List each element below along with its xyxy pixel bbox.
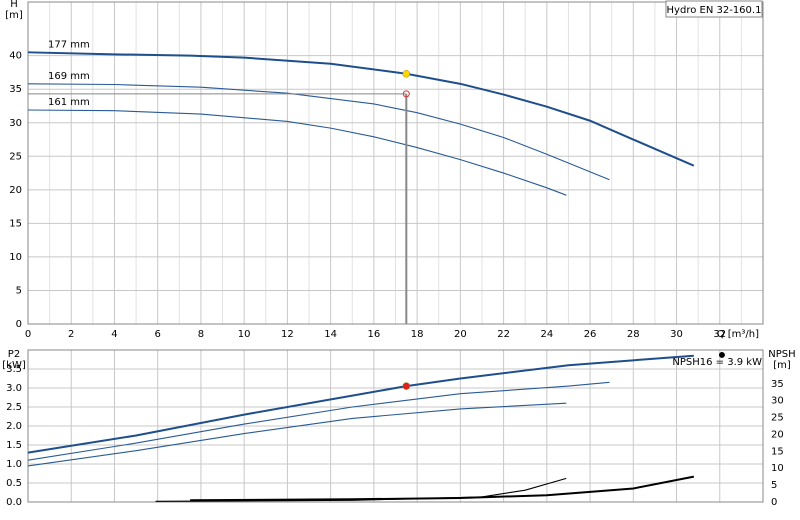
y2-tick-label: 30 [771,396,784,407]
y2-tick-label: 0 [771,497,777,508]
curve-label: 169 mm [48,71,90,82]
y2-axis-label: NPSH [768,349,795,360]
y-axis-label: [m] [5,10,23,21]
y-axis-label: [kW] [2,360,26,371]
required-point [402,90,410,98]
y-tick-label: 2.5 [6,402,22,413]
x-tick-label: 6 [155,329,161,340]
y2-tick-label: 5 [771,480,777,491]
y-tick-label: 0 [16,319,22,330]
x-tick-label: 2 [68,329,74,340]
y-tick-label: 3.5 [6,364,22,375]
y2-axis-label: [m] [773,360,791,371]
y-tick-label: 25 [9,151,22,162]
plot-frame [27,1,764,325]
y-axis-label: H [10,0,18,10]
y-tick-label: 30 [9,118,22,129]
duty-point [402,382,411,390]
x-tick-label: 24 [540,329,553,340]
curve [27,381,610,461]
curve [27,402,567,467]
curve [190,475,695,502]
x-axis-label: Q [m³/h] [717,329,759,340]
curve [27,51,695,167]
plot-frame [27,349,764,503]
y-tick-label: 3.0 [6,383,22,394]
y-tick-label: 35 [9,84,22,95]
x-tick-label: 4 [111,329,117,340]
y-tick-label: 0.5 [6,478,22,489]
y-tick-label: 40 [9,51,22,62]
y-tick-label: 1.5 [6,440,22,451]
annotation: NPSH16 = 3.9 kW [672,357,762,368]
x-tick-label: 20 [454,329,467,340]
x-tick-label: 32 [713,329,726,340]
y-tick-label: 10 [9,252,22,263]
x-tick-label: 12 [281,329,294,340]
x-tick-label: 10 [238,329,251,340]
curve [155,477,567,502]
y2-tick-label: 35 [771,379,784,390]
x-tick-label: 18 [411,329,424,340]
y-tick-label: 5 [16,285,22,296]
x-tick-label: 8 [198,329,204,340]
marker-point [718,351,725,358]
y-tick-label: 0.0 [6,497,22,508]
y-tick-label: 2.0 [6,421,22,432]
duty-point [402,70,411,78]
legend-label: Hydro EN 32-160.1 [667,5,762,16]
curve [27,83,610,181]
legend-box [665,0,763,18]
curve [27,354,694,454]
y-tick-label: 20 [9,185,22,196]
x-tick-label: 14 [324,329,337,340]
y-tick-label: 1.0 [6,459,22,470]
x-tick-label: 22 [497,329,510,340]
y2-tick-label: 15 [771,446,784,457]
x-tick-label: 30 [670,329,683,340]
curve-label: 177 mm [48,39,90,50]
x-tick-label: 0 [25,329,31,340]
x-tick-label: 28 [627,329,640,340]
x-tick-label: 26 [584,329,597,340]
y2-tick-label: 25 [771,413,784,424]
curve-label: 161 mm [48,97,90,108]
y-tick-label: 15 [9,218,22,229]
y-axis-label: P2 [8,349,20,360]
y2-tick-label: 20 [771,429,784,440]
curve [27,109,567,196]
y2-tick-label: 10 [771,463,784,474]
x-tick-label: 16 [368,329,381,340]
